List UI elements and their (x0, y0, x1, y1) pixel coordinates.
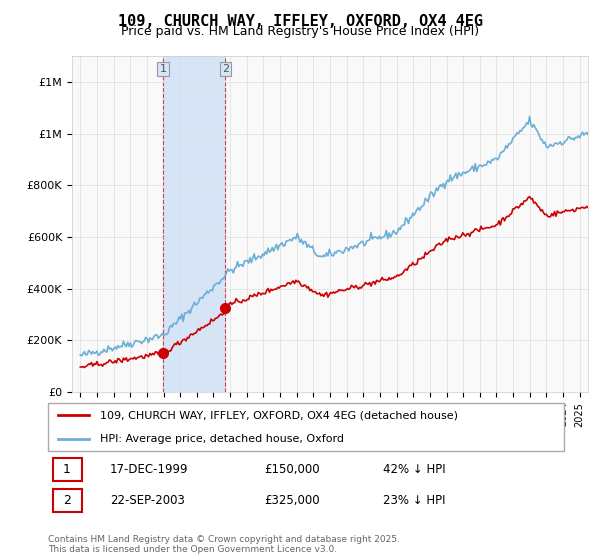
FancyBboxPatch shape (53, 458, 82, 481)
Text: 22-SEP-2003: 22-SEP-2003 (110, 494, 185, 507)
Text: Contains HM Land Registry data © Crown copyright and database right 2025.
This d: Contains HM Land Registry data © Crown c… (48, 535, 400, 554)
Text: 1: 1 (63, 463, 71, 476)
Text: HPI: Average price, detached house, Oxford: HPI: Average price, detached house, Oxfo… (100, 434, 344, 444)
Text: £150,000: £150,000 (265, 463, 320, 476)
Bar (163, 56, 226, 392)
FancyBboxPatch shape (48, 403, 564, 451)
Text: 17-DEC-1999: 17-DEC-1999 (110, 463, 188, 476)
Text: 109, CHURCH WAY, IFFLEY, OXFORD, OX4 4EG (detached house): 109, CHURCH WAY, IFFLEY, OXFORD, OX4 4EG… (100, 410, 458, 420)
Text: 42% ↓ HPI: 42% ↓ HPI (383, 463, 446, 476)
Text: 2: 2 (63, 494, 71, 507)
Text: 2: 2 (222, 64, 229, 74)
Text: 1: 1 (160, 64, 166, 74)
Text: Price paid vs. HM Land Registry's House Price Index (HPI): Price paid vs. HM Land Registry's House … (121, 25, 479, 38)
Text: 109, CHURCH WAY, IFFLEY, OXFORD, OX4 4EG: 109, CHURCH WAY, IFFLEY, OXFORD, OX4 4EG (118, 14, 482, 29)
FancyBboxPatch shape (53, 489, 82, 512)
Text: 23% ↓ HPI: 23% ↓ HPI (383, 494, 446, 507)
Text: £325,000: £325,000 (265, 494, 320, 507)
